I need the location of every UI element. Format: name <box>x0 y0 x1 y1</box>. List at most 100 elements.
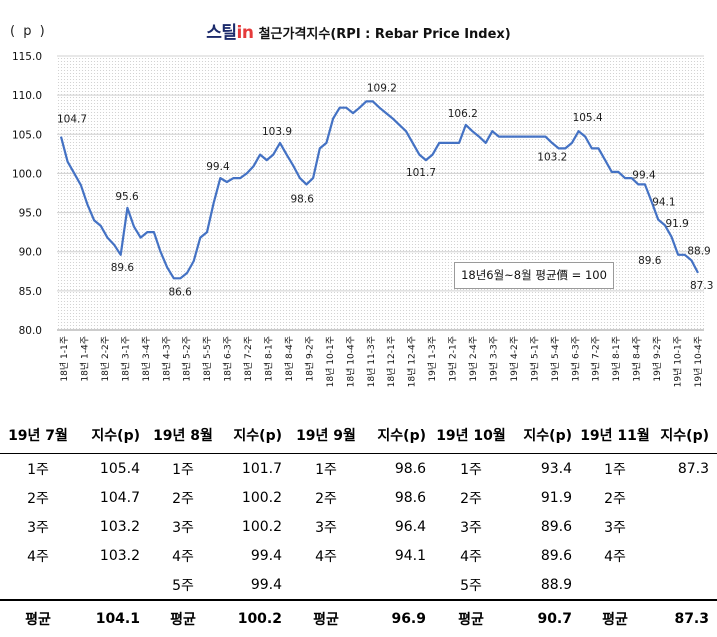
header-cell: 19년 10월 <box>434 417 508 454</box>
x-tick-label: 19년 1-3주 <box>427 336 438 382</box>
data-label: 106.2 <box>448 108 478 120</box>
value-cell: 91.9 <box>540 489 572 506</box>
x-tick-label: 19년 8-4주 <box>632 336 643 382</box>
average-cell: 평균 <box>434 599 508 637</box>
header-cell: 19년 9월 <box>290 417 362 454</box>
data-label: 103.2 <box>537 151 567 163</box>
week-cell: 1주 <box>460 461 482 478</box>
data-label: 103.9 <box>262 126 292 138</box>
week-cell: 2주 <box>604 490 626 507</box>
header-cell: 19년 8월 <box>148 417 218 454</box>
x-tick-label: 18년 12-1주 <box>386 336 397 387</box>
average-cell: 100.2 <box>218 599 290 637</box>
week-cell: 2주 <box>172 490 194 507</box>
x-tick-label: 18년 10-4주 <box>345 336 356 387</box>
data-label: 105.4 <box>573 112 603 124</box>
x-tick-label: 19년 5-4주 <box>550 336 561 382</box>
x-tick-label: 19년 6-3주 <box>570 336 581 382</box>
x-tick-label: 18년 2-2주 <box>100 336 111 382</box>
value-cell: 98.6 <box>394 489 426 506</box>
x-tick-label: 18년 12-4주 <box>407 336 418 387</box>
x-tick-label: 18년 3-4주 <box>141 336 152 382</box>
data-label: 95.6 <box>115 191 139 203</box>
x-tick-label: 18년 4-3주 <box>161 336 172 382</box>
data-label: 98.6 <box>291 193 315 205</box>
y-tick-label: 100.0 <box>12 168 42 180</box>
value-cell: 105.4 <box>99 460 140 477</box>
y-axis-unit: ( p ) <box>10 24 47 39</box>
x-tick-label: 18년 8-1주 <box>264 336 275 382</box>
value-cell <box>650 570 717 600</box>
x-tick-label: 18년 9-2주 <box>304 336 315 382</box>
x-tick-label: 18년 5-2주 <box>182 336 193 382</box>
x-tick-label: 18년 8-4주 <box>284 336 295 382</box>
data-label: 87.3 <box>690 280 713 292</box>
value-cell: 100.2 <box>241 489 282 506</box>
data-label: 89.6 <box>111 262 135 274</box>
header-cell: 지수(p) <box>508 417 580 454</box>
week-cell <box>580 570 650 600</box>
steelin-logo: 스틸in <box>206 23 254 43</box>
rpi-series-line <box>59 100 699 280</box>
average-cell: 104.1 <box>76 599 148 637</box>
data-label: 104.7 <box>57 114 87 126</box>
week-cell: 4주 <box>604 548 626 565</box>
value-cell: 88.9 <box>540 576 572 593</box>
data-label: 101.7 <box>406 167 436 179</box>
x-tick-label: 18년 5-5주 <box>202 336 213 382</box>
x-tick-label: 19년 4-2주 <box>509 336 520 382</box>
y-tick-label: 110.0 <box>12 90 42 102</box>
average-cell: 평균 <box>580 599 650 637</box>
value-cell: 93.4 <box>540 460 572 477</box>
x-tick-label: 19년 10-4주 <box>693 336 704 387</box>
chart-title-text: 철근가격지수(RPI : Rebar Price Index) <box>258 27 511 42</box>
y-tick-label: 80.0 <box>19 325 42 337</box>
week-cell: 3주 <box>27 519 49 536</box>
value-cell: 99.4 <box>250 576 282 593</box>
x-tick-label: 18년 1-1주 <box>59 336 70 382</box>
x-tick-label: 18년 3-1주 <box>120 336 131 382</box>
value-cell: 99.4 <box>250 547 282 564</box>
table-header-row: 19년 7월 지수(p) 19년 8월 지수(p) 19년 9월 지수(p) 1… <box>0 417 717 454</box>
y-tick-label: 105.0 <box>12 129 42 141</box>
average-cell: 96.9 <box>362 599 434 637</box>
data-label: 99.4 <box>206 161 230 173</box>
table-row: 5주 99.4 5주 88.9 <box>0 570 717 600</box>
week-cell: 3주 <box>460 519 482 536</box>
data-label: 94.1 <box>652 197 675 209</box>
x-tick-label: 19년 9-2주 <box>652 336 663 382</box>
week-cell: 5주 <box>460 577 482 594</box>
y-tick-label: 85.0 <box>19 286 42 298</box>
table-row: 4주 103.2 4주 99.4 4주 94.1 4주 89.6 4주 <box>0 541 717 570</box>
average-cell: 평균 <box>148 599 218 637</box>
week-cell: 1주 <box>172 461 194 478</box>
header-cell: 지수(p) <box>650 417 717 454</box>
week-cell: 3주 <box>604 519 626 536</box>
week-cell: 5주 <box>172 577 194 594</box>
value-cell <box>362 570 434 600</box>
data-label: 91.9 <box>665 218 688 230</box>
y-tick-label: 115.0 <box>12 51 42 63</box>
data-label: 109.2 <box>367 82 397 94</box>
week-cell: 1주 <box>27 461 49 478</box>
week-cell: 4주 <box>460 548 482 565</box>
x-tick-label: 18년 10-1주 <box>325 336 336 387</box>
header-cell: 지수(p) <box>218 417 290 454</box>
table-row: 1주 105.4 1주 101.7 1주 98.6 1주 93.4 1주 87.3 <box>0 454 717 484</box>
value-cell <box>650 512 717 541</box>
table-row: 2주 104.7 2주 100.2 2주 98.6 2주 91.9 2주 <box>0 483 717 512</box>
value-cell: 89.6 <box>540 518 572 535</box>
week-cell: 4주 <box>172 548 194 565</box>
value-cell: 103.2 <box>99 547 140 564</box>
value-cell: 94.1 <box>394 547 426 564</box>
x-tick-label: 19년 7-2주 <box>591 336 602 382</box>
x-tick-label: 18년 11-3주 <box>366 336 377 387</box>
chart-title: 스틸in 철근가격지수(RPI : Rebar Price Index) <box>0 18 717 43</box>
week-cell: 3주 <box>315 519 337 536</box>
value-cell: 89.6 <box>540 547 572 564</box>
value-cell: 103.2 <box>99 518 140 535</box>
data-label: 86.6 <box>168 286 192 298</box>
week-cell <box>0 570 76 600</box>
value-cell: 96.4 <box>394 518 426 535</box>
data-label: 88.9 <box>687 245 710 257</box>
